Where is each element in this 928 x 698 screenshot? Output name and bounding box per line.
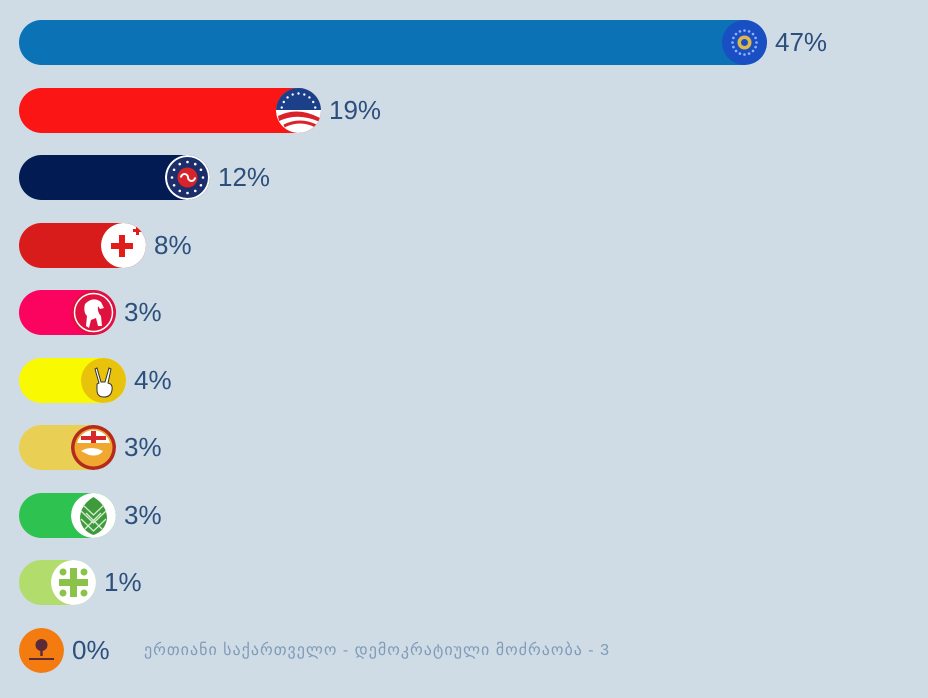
flag-map-emblem-icon [71,425,116,470]
green-cross-icon [51,560,96,605]
data-label: 8% [154,229,192,260]
sunburst-emblem-icon [722,20,767,65]
data-label: 3% [124,297,162,327]
data-label: 47% [775,27,828,57]
tree-emblem-icon [19,627,64,673]
data-label: 3% [124,499,162,530]
data-label: 19% [329,94,382,125]
data-label: 1% [104,567,142,597]
data-label: 3% [124,432,162,462]
bar [19,20,767,65]
data-label: 4% [134,364,172,395]
link-stars-emblem-icon [165,155,210,200]
pinecone-icon [71,492,116,538]
horse-emblem-icon [71,290,116,335]
party-name-note: ერთიანი საქართველო - დემოკრატიული მოძრაო… [144,641,610,659]
data-label: 12% [218,162,271,192]
bar [19,87,321,133]
victory-hand-icon [81,357,126,403]
red-cross-icon [101,222,146,268]
stars-flag-emblem-icon [276,87,321,133]
data-label: 0% [72,634,110,665]
